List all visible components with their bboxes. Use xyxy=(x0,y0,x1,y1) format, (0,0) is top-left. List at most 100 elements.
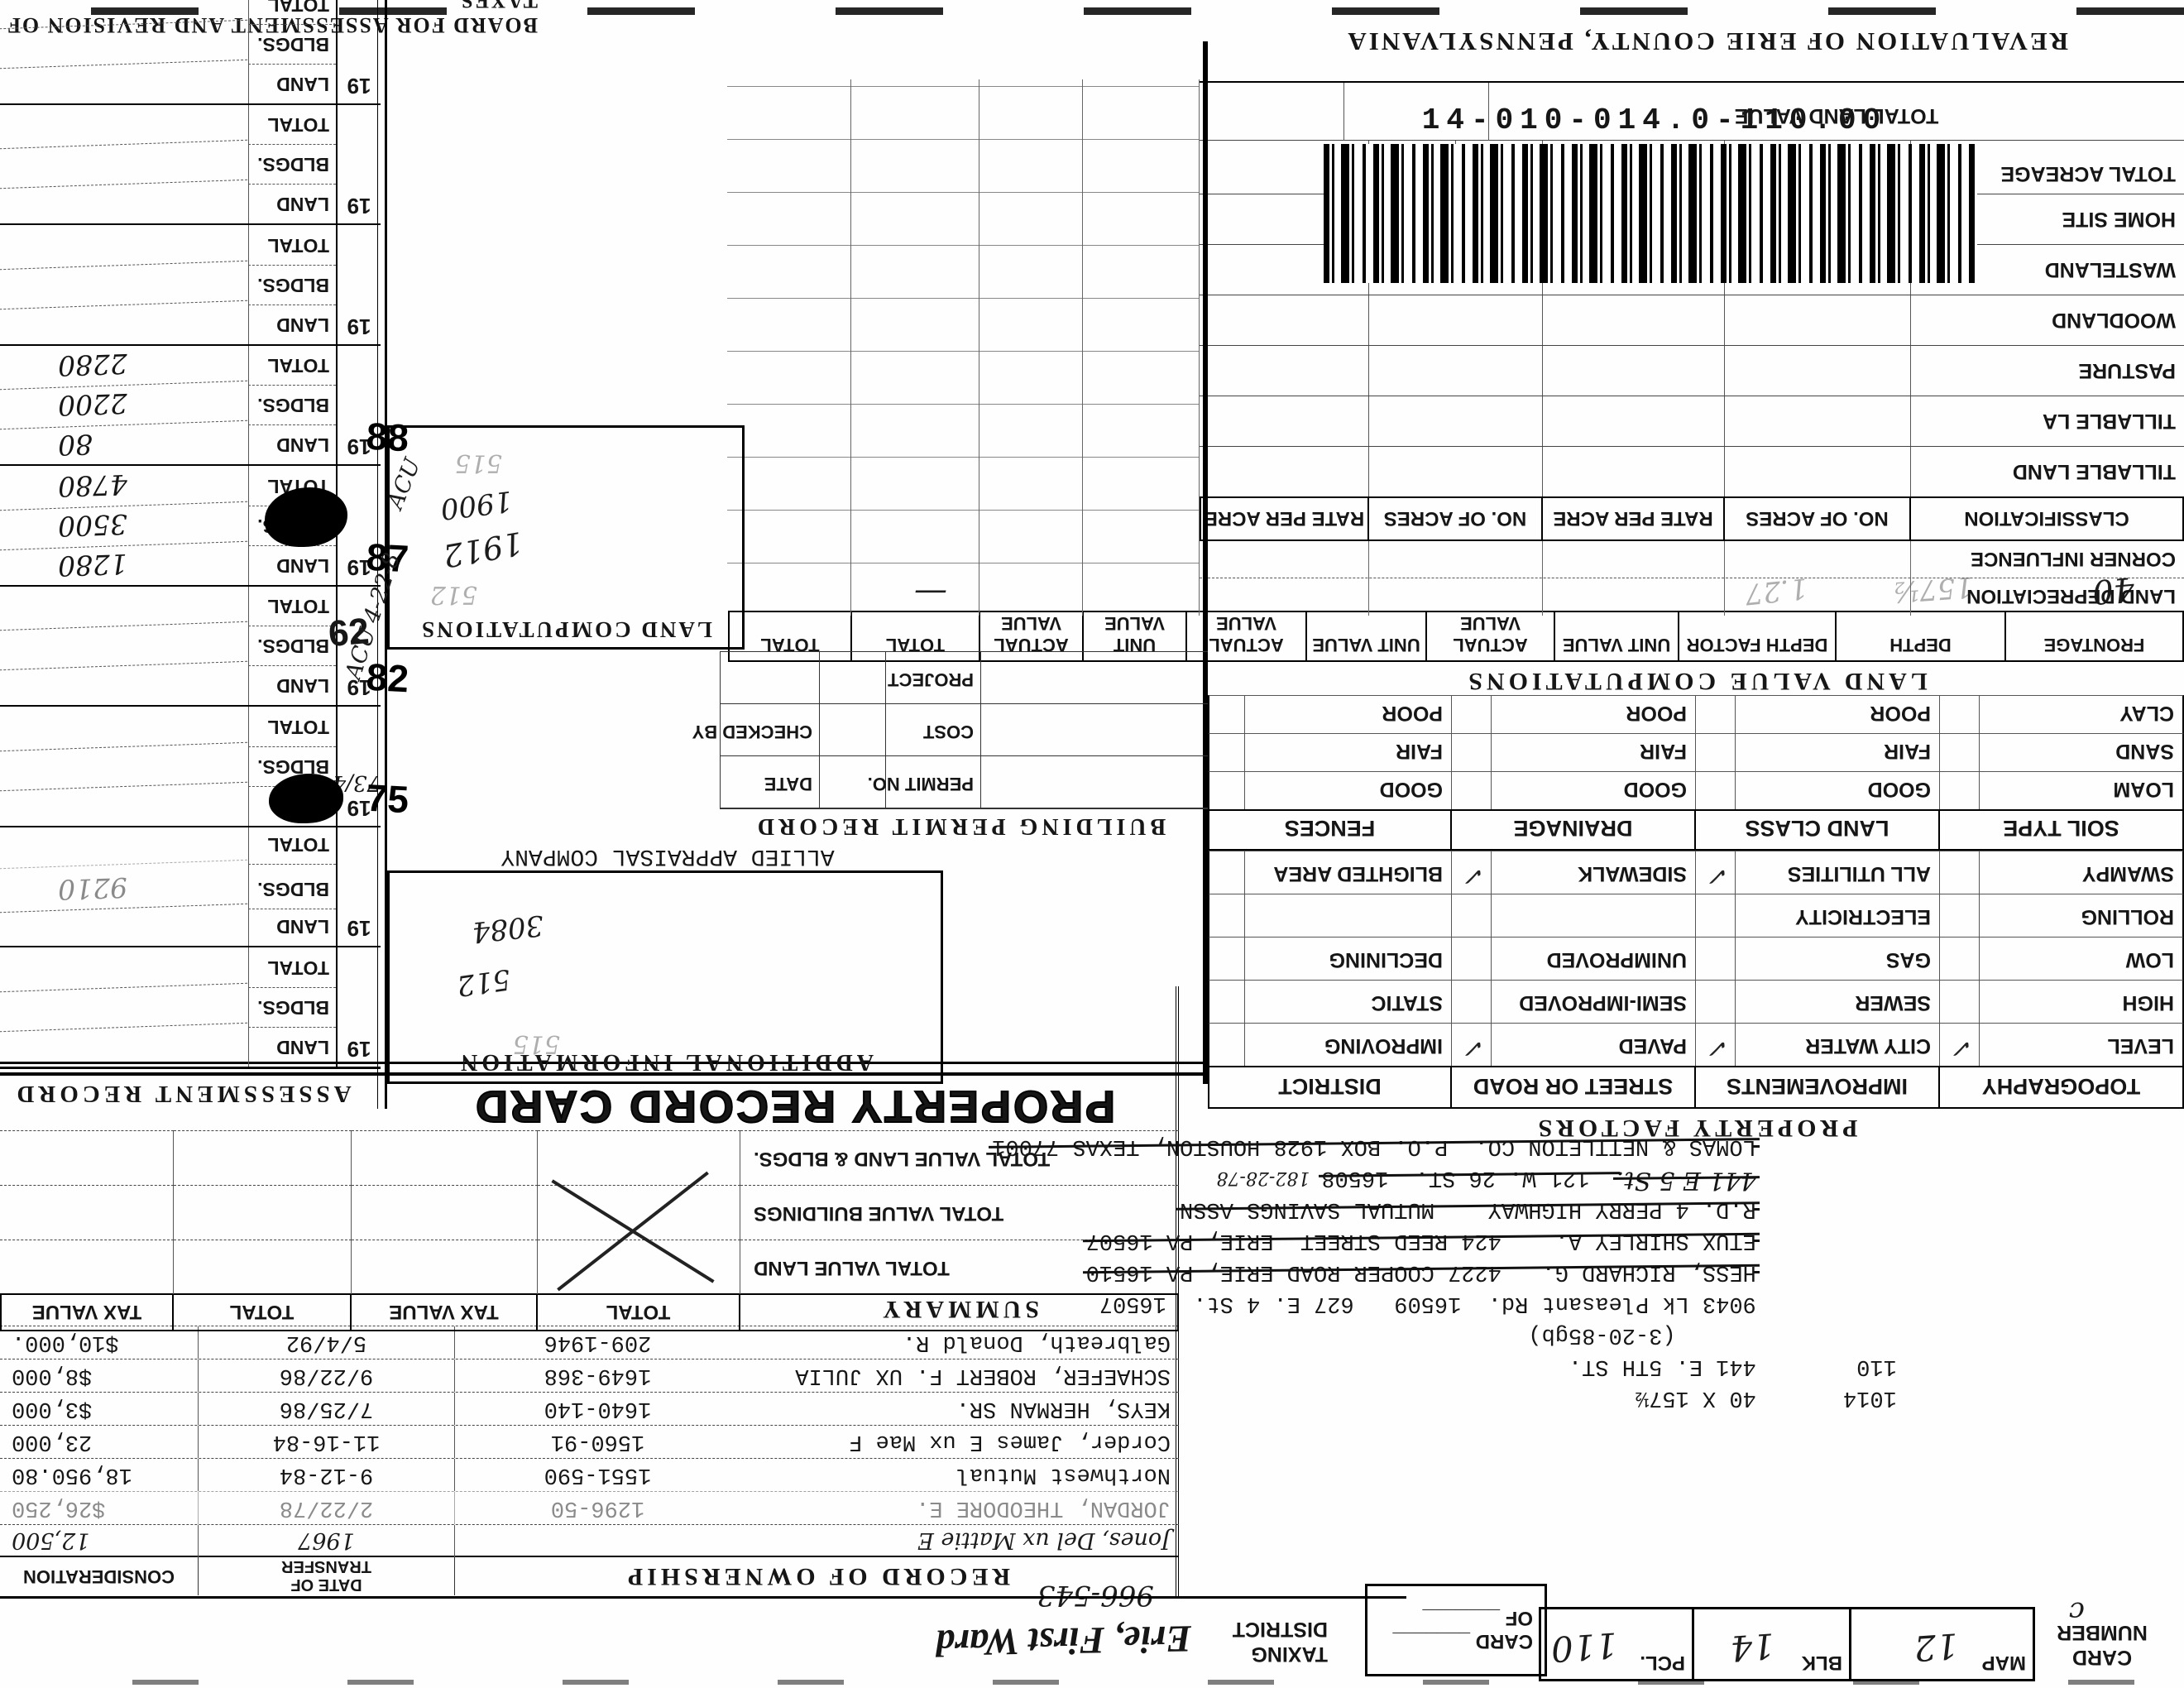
street-checkmark xyxy=(1452,980,1492,1023)
building-permit-table: PERMIT NO. DATE COST CHECKED BY PROJECT xyxy=(692,651,1208,809)
property-factors-col-header: TOPOGRAPHY xyxy=(1940,1066,2184,1109)
permit-cell xyxy=(819,755,885,808)
grid-extension xyxy=(727,79,1200,616)
soil-section-row: CLAY POOR POOR POOR xyxy=(1208,695,2184,733)
total-row-label: TOTAL xyxy=(248,225,336,265)
district-checkmark xyxy=(1208,851,1245,894)
classification-col-header: NO. OF ACRES xyxy=(1369,496,1543,541)
fences-checkmark xyxy=(1208,695,1245,733)
property-factors-rows: LEVEL ✓ CITY WATER ✓ PAVED ✓ IMPROVING H… xyxy=(1208,851,2184,1066)
summary-col-taxvalue-1: TAX VALUE xyxy=(352,1293,538,1331)
street-checkmark xyxy=(1452,937,1492,980)
permit-cell xyxy=(819,703,885,755)
permit-cell xyxy=(720,651,819,703)
crossout-scribble xyxy=(563,1158,728,1299)
bldgs-row-label: BLDGS. xyxy=(248,864,336,909)
improvements-option: CITY WATER xyxy=(1736,1023,1940,1066)
summary-col-total-2: TOTAL xyxy=(174,1293,352,1331)
address-note xyxy=(1516,1325,1528,1345)
additional-information-box: ADDITIONAL INFORMATION 515 512 3084 xyxy=(387,870,943,1084)
land-value-col-header: DEPTH FACTOR xyxy=(1679,611,1837,662)
bldgs-row-label: BLDGS. xyxy=(248,986,336,1027)
owner-name: SCHAEFER, ROBERT F. UX JULIA xyxy=(795,1363,1171,1388)
summary-cell xyxy=(352,1130,538,1185)
land-row-label: LAND xyxy=(248,304,336,344)
land-row-value xyxy=(0,661,249,710)
land-class-checkmark xyxy=(1696,771,1736,809)
classification-header-row: CLASSIFICATION NO. OF ACRES RATE PER ACRE N… xyxy=(1200,496,2184,541)
summary-cell xyxy=(0,1185,174,1240)
address-block: 1014 40 X 157½ 110 441 E. 5TH ST. (3-20-85… xyxy=(992,1134,1977,1440)
property-factors-header-row: TOPOGRAPHY IMPROVEMENTS STREET OR ROAD DIST… xyxy=(1208,1066,2184,1109)
transfer-date: 9/22/86 xyxy=(199,1360,455,1392)
summary-cell xyxy=(174,1185,352,1240)
soil-checkmark xyxy=(1940,771,1980,809)
total-row-label: TOTAL xyxy=(248,587,336,626)
owner-name: Northwest Mutual xyxy=(956,1462,1171,1487)
district-option xyxy=(1245,894,1452,937)
district-checkmark xyxy=(1208,980,1245,1023)
transfer-date: 7/25/86 xyxy=(199,1393,455,1425)
deed-book-page: 1560-91 xyxy=(550,1429,645,1454)
land-value-col-header: FRONTAGE xyxy=(2006,611,2184,662)
year-stamp: 75 xyxy=(365,775,410,822)
property-factors-title: PROPERTY FACTORS xyxy=(1534,1115,1858,1142)
map-value: 12 xyxy=(1912,1625,1960,1669)
classification-row-label: TILLABLE LA xyxy=(2042,410,2176,433)
card-number-label: CARD NUMBER xyxy=(2057,1621,2148,1669)
mid-left-rule xyxy=(1203,41,1208,1084)
land-computations-label: LAND COMPUTATIONS xyxy=(419,617,712,642)
land-row-value: 80 xyxy=(0,420,249,469)
address-text: (3-20-85gb) xyxy=(1528,1322,1756,1347)
additional-note-3: 3084 xyxy=(470,908,545,949)
total-row-label: TOTAL xyxy=(248,346,336,386)
soil-checkmark xyxy=(1940,695,1980,733)
land-comp-note-3: 1900 xyxy=(438,483,515,526)
year-stamp: 88 xyxy=(365,415,410,460)
additional-note-2: 512 xyxy=(454,961,513,1003)
consideration-value: $3,000 xyxy=(0,1393,199,1425)
ownership-row: KEYS, HERMAN SR. 1640-140 7/25/86 $3,000 xyxy=(0,1392,1179,1425)
taxing-district-label: TAXING DISTRICT xyxy=(1232,1618,1328,1666)
blk-box: BLK 14 xyxy=(1692,1607,1849,1681)
transfer-date: 11-16-84 xyxy=(199,1426,455,1458)
drainage-option: GOOD xyxy=(1492,771,1696,809)
address-prefix: 1014 xyxy=(1842,1385,1897,1410)
land-depreciation-row: LAND DEPRECIATION xyxy=(1200,578,2184,616)
improvements-option: GAS xyxy=(1736,937,1940,980)
total-row-label: TOTAL xyxy=(248,105,336,145)
bldgs-row-label: BLDGS. xyxy=(248,264,336,305)
soil-section-rows: LOAM GOOD GOOD GOOD SAND FAIR FAIR FAIR … xyxy=(1208,695,2184,809)
ownership-row: Jones, Del ux Mattie E 1967 12,500 xyxy=(0,1524,1179,1557)
owner-name: Corder, James E ux Mae F xyxy=(849,1429,1171,1454)
address-text: HESS, RICHARD G. 4227 COOPER ROAD ERIE, … xyxy=(1085,1259,1756,1284)
ownership-row: SCHAEFER, ROBERT F. UX JULIA 1649-368 9/… xyxy=(0,1359,1179,1392)
property-factors-row: LEVEL ✓ CITY WATER ✓ PAVED ✓ IMPROVING xyxy=(1208,1023,2184,1066)
drainage-checkmark xyxy=(1452,695,1492,733)
assessment-group: 19 LAND BLDGS. TOTAL xyxy=(0,0,381,108)
land-row-label: LAND xyxy=(248,909,336,947)
map-label: MAP xyxy=(1981,1652,2026,1674)
classification-row-label: TILLABLE LAND xyxy=(2012,460,2176,483)
assessment-group: 19 LAND BLDGS. TOTAL xyxy=(0,103,381,228)
topography-checkmark xyxy=(1940,851,1980,894)
corner-influence-row: CORNER INFLUENCE xyxy=(1200,540,2184,578)
ownership-row: JORDAN, THEODORE E. 1296-50 2/22/78 $26,… xyxy=(0,1491,1179,1524)
soil-section-col-header: FENCES xyxy=(1208,809,1452,851)
district-option: BLIGHTED AREA xyxy=(1245,851,1452,894)
consideration-header: CONSIDERATION xyxy=(0,1556,199,1595)
land-depreciation-label: LAND DEPRECIATION xyxy=(1966,585,2176,607)
permit-no-label: PERMIT NO. xyxy=(868,755,980,808)
district-option: STATIC xyxy=(1245,980,1452,1023)
district-option: DECLINING xyxy=(1245,937,1452,980)
taxing-district-stamp: Erie, First Ward xyxy=(935,1618,1192,1665)
classification-col-header: RATE PER ACRE xyxy=(1543,496,1725,541)
deed-book-page: 1649-368 xyxy=(544,1363,652,1388)
total-row-label: TOTAL xyxy=(248,827,336,865)
property-factors-row: HIGH SEWER SEMI-IMPROVED STATIC xyxy=(1208,980,2184,1023)
address-text: 9043 Lk Pleasant Rd. 16509 627 E. 4 St. … xyxy=(1099,1291,1756,1316)
bldgs-row-label: BLDGS. xyxy=(248,144,336,185)
address-prefix: 110 xyxy=(1856,1354,1897,1379)
improvements-option: ALL UTILITIES xyxy=(1736,851,1940,894)
